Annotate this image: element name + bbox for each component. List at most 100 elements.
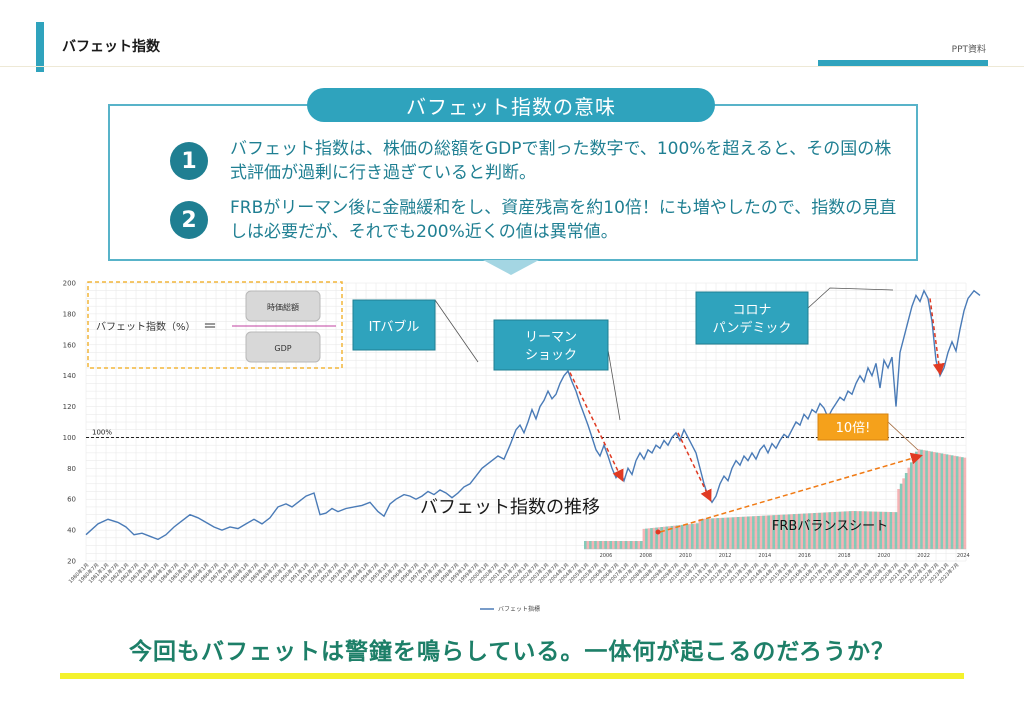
inset-bar <box>892 512 895 549</box>
y-tick-label: 40 <box>67 527 76 535</box>
inset-bar <box>680 524 684 549</box>
callout-lehman-label-1: リーマン <box>525 330 577 345</box>
ten-times-arrow-origin <box>655 529 661 535</box>
callout-it-bubble <box>352 299 436 351</box>
y-tick-label: 200 <box>63 280 76 288</box>
inset-bar <box>787 514 791 549</box>
formula-numerator-box <box>245 290 321 322</box>
inset-bar <box>963 457 967 549</box>
callout-corona-label-1: コロナ <box>732 303 771 318</box>
inset-bar <box>604 541 608 549</box>
formula-equals: ＝ <box>203 319 217 335</box>
y-tick-label: 60 <box>67 496 76 504</box>
inset-bar <box>818 512 822 549</box>
ten-times-badge <box>817 413 889 441</box>
conclusion-highlight <box>60 673 964 679</box>
inset-bar <box>634 541 638 549</box>
meaning-box <box>108 104 918 261</box>
y-axis: 20 40 60 80 100 120 140 160 180 200 <box>63 280 76 566</box>
inset-bar <box>925 450 928 549</box>
ten-times-arrow <box>659 452 923 533</box>
inset-bar <box>861 511 865 549</box>
inset-bar <box>652 527 656 549</box>
inset-bar <box>848 511 852 549</box>
inset-bar <box>958 456 962 549</box>
inset-bar <box>632 541 636 549</box>
inset-bar <box>889 512 893 549</box>
inset-bar <box>609 541 613 549</box>
inset-bar <box>617 541 620 549</box>
inset-bar <box>935 452 939 549</box>
inset-bar <box>637 541 641 549</box>
inset-bar <box>866 511 870 549</box>
inset-bar <box>711 518 715 549</box>
y-tick-label: 120 <box>63 403 76 411</box>
callout-lehman-label-2: ショック <box>525 348 577 363</box>
inset-bar <box>589 541 592 549</box>
inset-bar <box>708 518 712 549</box>
inset-bar <box>836 511 839 549</box>
inset-bar <box>640 541 643 549</box>
inset-bar <box>795 513 799 549</box>
inset-bar <box>843 511 847 549</box>
inset-x-label: 2022 <box>917 553 930 559</box>
inset-bar <box>884 511 888 549</box>
inset-bar <box>718 517 722 549</box>
inset-bar <box>953 455 957 549</box>
point-number-2: 2 <box>170 201 208 239</box>
point-text-1: バフェット指数は、株価の総額をGDPで割った数字で、100%を超えると、その国の… <box>230 139 892 183</box>
formula-lhs: バフェット指数（%） <box>96 320 196 333</box>
inset-bar <box>752 516 755 549</box>
formula-numerator: 時価総額 <box>267 302 299 312</box>
callout-corona-label-2: パンデミック <box>713 320 792 336</box>
inset-bar <box>764 515 768 549</box>
inset-x-label: 2016 <box>798 553 811 559</box>
inset-bar <box>596 541 600 549</box>
inset-bar <box>754 516 758 549</box>
inset-bar <box>917 449 921 549</box>
inset-bar <box>650 528 653 549</box>
inset-bar <box>657 527 661 549</box>
formula-box <box>87 281 343 369</box>
inset-bar <box>874 511 878 549</box>
inset-bar <box>668 526 671 549</box>
inset-bar <box>624 541 628 549</box>
inset-bar <box>599 541 603 549</box>
inset-bar <box>894 512 898 549</box>
inset-bar <box>614 541 618 549</box>
y-tick-label: 160 <box>63 341 76 349</box>
formula-denominator: GDP <box>274 344 291 353</box>
inset-x-label: 2008 <box>639 553 652 559</box>
inset-bar <box>759 515 763 549</box>
inset-bar <box>808 513 811 549</box>
inset-bar <box>741 516 745 549</box>
inset-bar <box>785 514 788 549</box>
inset-bar <box>825 512 829 549</box>
inset-bar <box>820 512 824 549</box>
buffett-indicator-chart: 20 40 60 80 100 120 140 160 180 200 1980年1月1980年7… <box>63 280 981 613</box>
inset-bar <box>744 516 748 549</box>
inset-bar <box>627 541 631 549</box>
inset-bar <box>662 526 666 549</box>
inset-bar <box>701 518 704 549</box>
page-title: バフェット指数 <box>62 39 160 55</box>
inset-bar <box>642 528 646 549</box>
meaning-box-pointer <box>483 260 539 275</box>
inset-bar <box>881 511 885 549</box>
inset-bar <box>823 512 827 549</box>
inset-bar <box>797 513 801 549</box>
inset-bar <box>731 517 735 549</box>
inset-bar <box>945 454 949 549</box>
inset-bar <box>922 450 926 549</box>
point-number-1: 1 <box>170 142 208 180</box>
inset-bar <box>887 511 890 549</box>
inset-bar <box>647 528 651 549</box>
inset-bar <box>685 524 689 549</box>
inset-bar <box>790 514 794 549</box>
conclusion-text: 今回もバフェットは警鐘を鳴らしている。一体何が起こるのだろうか？ <box>129 639 895 665</box>
inset-bar <box>897 489 900 549</box>
inset-bar <box>693 523 697 549</box>
inset-bar <box>601 541 605 549</box>
x-axis: 1980年1月1980年7月1981年1月1981年7月1982年1月1982年… <box>67 561 960 584</box>
inset-title: FRBバランスシート <box>772 519 888 534</box>
